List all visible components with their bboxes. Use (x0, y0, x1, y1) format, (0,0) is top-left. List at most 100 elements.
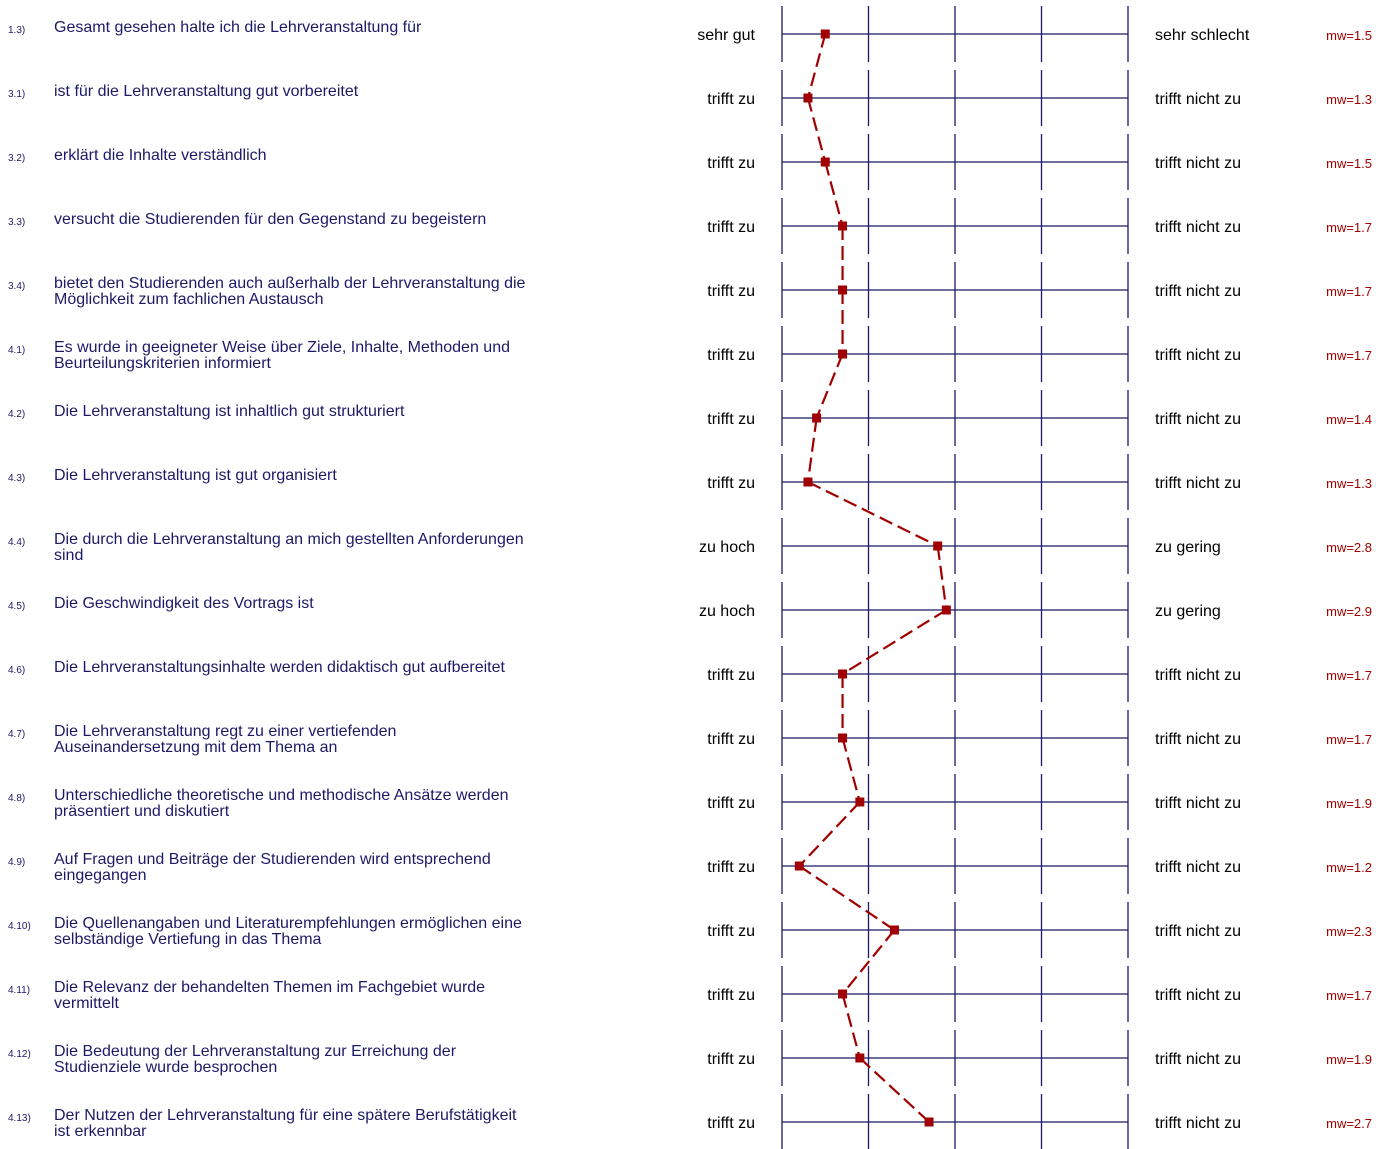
mean-marker (941, 605, 951, 615)
question-text: Die Lehrveranstaltungsinhalte werden did… (54, 659, 506, 676)
question-text: Der Nutzen der Lehrveranstaltung für ein… (54, 1107, 517, 1124)
question-text: Auf Fragen und Beiträge der Studierenden… (54, 851, 491, 868)
mean-marker (855, 1053, 865, 1063)
left-pole-label: trifft zu (707, 795, 755, 812)
left-pole-label: trifft zu (707, 731, 755, 748)
mean-value-label: mw=1.5 (1326, 156, 1372, 171)
question-number: 3.2) (8, 153, 25, 164)
left-pole-label: trifft zu (707, 347, 755, 364)
profile-segment (806, 97, 827, 163)
mean-value-label: mw=2.3 (1326, 924, 1372, 939)
profile-segment (798, 865, 896, 931)
left-pole-label: zu hoch (699, 603, 755, 620)
mean-marker (838, 989, 848, 999)
profile-segment (815, 353, 844, 419)
left-pole-label: trifft zu (707, 219, 755, 236)
question-row: 1.3) Gesamt gesehen halte ich die Lehrver… (8, 19, 1372, 44)
question-number: 4.3) (8, 473, 25, 484)
mean-marker (855, 797, 865, 807)
right-pole-label: trifft nicht zu (1155, 795, 1241, 812)
right-pole-label: trifft nicht zu (1155, 859, 1241, 876)
profile-line-layer (798, 33, 948, 1123)
question-row: 4.11) Die Relevanz der behandelten Themen… (8, 979, 1372, 1012)
mean-marker (803, 477, 813, 487)
mean-marker (838, 285, 848, 295)
question-text: erklärt die Inhalte verständlich (54, 147, 267, 164)
mean-value-label: mw=1.5 (1326, 28, 1372, 43)
question-number: 1.3) (8, 25, 25, 36)
question-text: Die Lehrveranstaltung ist inhaltlich gut… (54, 403, 405, 420)
question-number: 3.1) (8, 89, 25, 100)
question-number: 4.7) (8, 729, 25, 740)
mean-value-label: mw=1.7 (1326, 284, 1372, 299)
profile-segment (807, 481, 939, 547)
question-number: 4.11) (8, 985, 30, 996)
question-row: 4.5) Die Geschwindigkeit des Vortrags ist… (8, 595, 1372, 620)
right-pole-label: trifft nicht zu (1155, 155, 1241, 172)
mean-value-label: mw=1.7 (1326, 668, 1372, 683)
mean-value-label: mw=1.9 (1326, 796, 1372, 811)
question-text: Die Bedeutung der Lehrveranstaltung zur … (54, 1043, 457, 1060)
question-number: 4.10) (8, 921, 31, 932)
question-number: 4.2) (8, 409, 25, 420)
mean-value-label: mw=2.9 (1326, 604, 1372, 619)
question-row: 4.7) Die Lehrveranstaltung regt zu einer … (8, 723, 1372, 756)
scale-grid (781, 6, 1129, 1149)
question-text: Unterschiedliche theoretische und method… (54, 787, 509, 804)
mean-marker (838, 349, 848, 359)
profile-segment (936, 545, 948, 611)
question-row: 4.9) Auf Fragen und Beiträge der Studiere… (8, 851, 1372, 884)
question-text: Die durch die Lehrveranstaltung an mich … (54, 531, 524, 548)
question-text: Die Lehrveranstaltung regt zu einer vert… (54, 723, 396, 740)
right-pole-label: trifft nicht zu (1155, 987, 1241, 1004)
right-pole-label: trifft nicht zu (1155, 923, 1241, 940)
left-pole-label: trifft zu (707, 923, 755, 940)
mean-marker (838, 221, 848, 231)
right-pole-label: trifft nicht zu (1155, 1115, 1241, 1132)
left-pole-label: trifft zu (707, 987, 755, 1004)
mean-marker (838, 733, 848, 743)
profile-segment (859, 1057, 930, 1123)
mean-marker (820, 29, 830, 39)
question-text: Die Quellenangaben und Literaturempfehlu… (54, 915, 522, 932)
question-row: 4.3) Die Lehrveranstaltung ist gut organi… (8, 467, 1372, 492)
right-pole-label: trifft nicht zu (1155, 667, 1241, 684)
right-pole-label: trifft nicht zu (1155, 1051, 1241, 1068)
right-pole-label: zu gering (1155, 539, 1221, 556)
left-pole-label: zu hoch (699, 539, 755, 556)
left-pole-label: trifft zu (707, 1051, 755, 1068)
question-row: 3.3) versucht die Studierenden für den Ge… (8, 211, 1372, 236)
right-pole-label: trifft nicht zu (1155, 283, 1241, 300)
question-number: 3.4) (8, 281, 25, 292)
question-number: 4.8) (8, 793, 25, 804)
profile-segment (806, 33, 827, 99)
mean-value-label: mw=1.3 (1326, 92, 1372, 107)
mean-value-label: mw=2.8 (1326, 540, 1372, 555)
marker-layer (794, 29, 951, 1127)
question-text: Die Relevanz der behandelten Themen im F… (54, 979, 485, 996)
question-row: 3.1) ist für die Lehrveranstaltung gut vo… (8, 83, 1372, 108)
question-text: ist für die Lehrveranstaltung gut vorber… (54, 83, 359, 100)
mean-value-label: mw=1.7 (1326, 988, 1372, 1003)
question-text: Es wurde in geeigneter Weise über Ziele,… (54, 339, 510, 356)
question-row: 4.12) Die Bedeutung der Lehrveranstaltung… (8, 1043, 1372, 1076)
question-text: ist erkennbar (54, 1123, 147, 1140)
left-pole-label: trifft zu (707, 155, 755, 172)
question-number: 4.13) (8, 1113, 31, 1124)
question-text: vermittelt (54, 995, 119, 1012)
mean-value-label: mw=1.4 (1326, 412, 1372, 427)
mean-value-label: mw=1.3 (1326, 476, 1372, 491)
question-number: 4.4) (8, 537, 25, 548)
mean-value-label: mw=1.9 (1326, 1052, 1372, 1067)
question-text: Gesamt gesehen halte ich die Lehrveranst… (54, 19, 422, 36)
right-pole-label: trifft nicht zu (1155, 411, 1241, 428)
mean-marker (889, 925, 899, 935)
left-pole-label: trifft zu (707, 1115, 755, 1132)
question-text: bietet den Studierenden auch außerhalb d… (54, 275, 526, 292)
right-pole-label: sehr schlecht (1155, 27, 1250, 44)
question-text: selbständige Vertiefung in das Thema (54, 931, 322, 948)
right-pole-label: trifft nicht zu (1155, 347, 1241, 364)
profile-segment (841, 993, 861, 1059)
profile-segment (841, 737, 861, 803)
mean-marker (924, 1117, 934, 1127)
